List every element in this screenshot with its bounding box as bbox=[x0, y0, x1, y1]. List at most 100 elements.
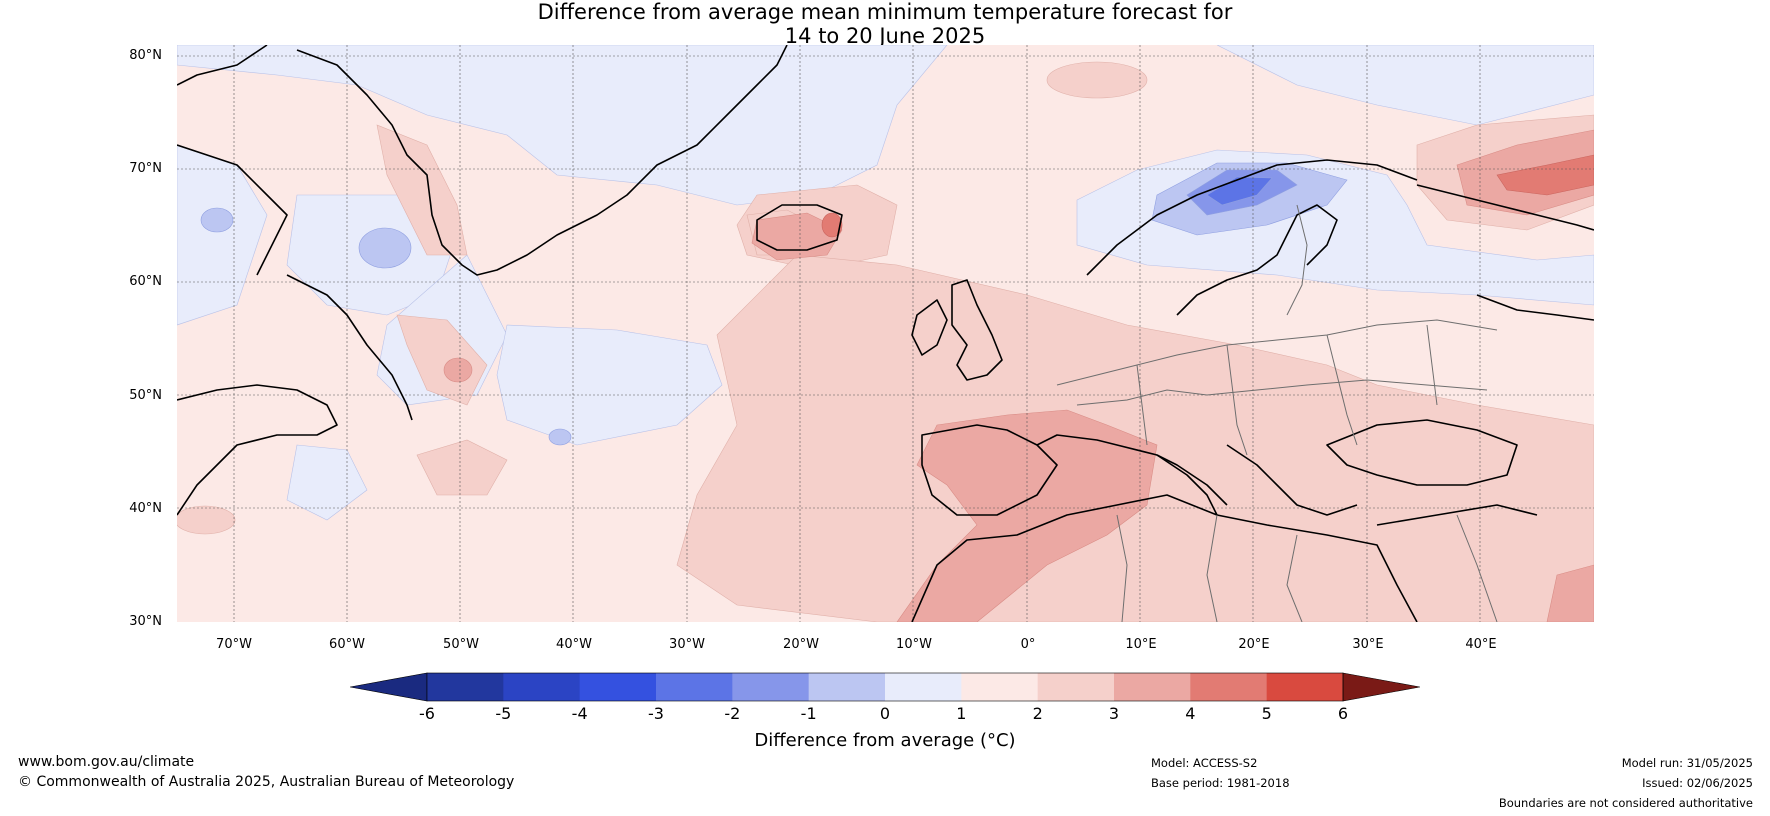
iceland-coast bbox=[756, 204, 843, 251]
colorbar-tick: -1 bbox=[800, 704, 817, 723]
colorbar-tick: -3 bbox=[648, 704, 664, 723]
coastlines bbox=[177, 45, 1594, 622]
lon-label-10e: 10°E bbox=[1125, 637, 1157, 652]
labrador-strong-cool bbox=[358, 227, 412, 269]
lon-label-50w: 50°W bbox=[443, 637, 479, 652]
colorbar-tick: 3 bbox=[1108, 704, 1120, 723]
anatolia-coast bbox=[1376, 504, 1538, 526]
colorbar-label: Difference from average (°C) bbox=[754, 730, 1016, 751]
lon-label-20e: 20°E bbox=[1238, 637, 1270, 652]
lon-label-20w: 20°W bbox=[783, 637, 819, 652]
colorbar-tick: 5 bbox=[1261, 704, 1272, 723]
colorbar-cell bbox=[656, 673, 733, 701]
lon-label-30w: 30°W bbox=[669, 637, 705, 652]
newfoundland-warm bbox=[396, 314, 488, 406]
colorbar-tick: -2 bbox=[724, 704, 741, 723]
colorbar-cell bbox=[503, 673, 581, 701]
colorbar-cell bbox=[808, 673, 886, 701]
norway-coast bbox=[1086, 159, 1418, 276]
iberia-med-stronger-warm bbox=[896, 409, 1158, 622]
lon-label-0: 0° bbox=[1020, 637, 1036, 652]
lat-label-70n: 70°N bbox=[129, 161, 162, 176]
footer-website: www.bom.gov.au/climate bbox=[18, 754, 195, 770]
colorbar-cell bbox=[961, 673, 1039, 701]
middle-east-stronger-warm bbox=[1546, 564, 1594, 622]
med-north-coast bbox=[1036, 434, 1228, 506]
mid-atlantic-cool-area bbox=[496, 324, 723, 446]
lat-label-50n: 50°N bbox=[129, 388, 162, 403]
colorbar-tick: -4 bbox=[571, 704, 588, 723]
lon-label-60w: 60°W bbox=[329, 637, 365, 652]
map-title: Difference from average mean minimum tem… bbox=[0, 0, 1770, 48]
colorbar-tick: 2 bbox=[1032, 704, 1043, 723]
russia-arctic-coast bbox=[1416, 184, 1594, 231]
newfoundland-stronger-warm bbox=[443, 357, 473, 383]
colorbar-cell bbox=[732, 673, 810, 701]
lat-label-80n: 80°N bbox=[129, 48, 162, 63]
iberia-coast bbox=[921, 424, 1058, 516]
colorbar-border bbox=[426, 672, 1344, 702]
colorbar-tick: 4 bbox=[1185, 704, 1196, 723]
iceland-strongest-warm bbox=[821, 212, 843, 238]
colorbar-cell bbox=[1037, 673, 1115, 701]
canada-arctic-coast bbox=[177, 45, 268, 86]
greenland-coast bbox=[296, 45, 788, 276]
colorbar-cell bbox=[1190, 673, 1268, 701]
colorbar-cell bbox=[1114, 673, 1191, 701]
lat-label-40n: 40°N bbox=[129, 501, 162, 516]
norway-coldest bbox=[1206, 176, 1273, 206]
map-svg bbox=[177, 45, 1594, 622]
baffin-strong-cool bbox=[200, 207, 234, 233]
lon-label-10w: 10°W bbox=[896, 637, 932, 652]
lon-label-40w: 40°W bbox=[556, 637, 592, 652]
title-line-1: Difference from average mean minimum tem… bbox=[537, 0, 1233, 24]
colorbar-cell bbox=[579, 673, 657, 701]
strongest-warm-regions bbox=[821, 154, 1594, 238]
footer-copyright: © Commonwealth of Australia 2025, Austra… bbox=[18, 774, 515, 790]
footer-model: Model: ACCESS-S2 bbox=[1151, 756, 1258, 770]
white-sea-coast bbox=[1476, 294, 1594, 321]
mid-atlantic-strong-cool bbox=[548, 428, 572, 446]
colorbar-cell bbox=[885, 673, 962, 701]
footer-model-run: Model run: 31/05/2025 bbox=[1621, 756, 1753, 770]
graticule bbox=[177, 45, 1594, 622]
arctic-warm-patch bbox=[1046, 61, 1148, 99]
italy-coast bbox=[1156, 454, 1218, 516]
lon-label-40e: 40°E bbox=[1465, 637, 1497, 652]
colorbar-cell bbox=[1266, 673, 1344, 701]
baltic-coast bbox=[1176, 204, 1338, 316]
black-sea-coast bbox=[1326, 419, 1518, 486]
russia-strongest-warm bbox=[1496, 154, 1594, 196]
title-line-2: 14 to 20 June 2025 bbox=[784, 24, 986, 48]
great-britain-coast bbox=[951, 279, 1003, 381]
footer-base-period: Base period: 1981-2018 bbox=[1151, 776, 1290, 790]
colorbar bbox=[350, 672, 1420, 702]
baffin-coast bbox=[177, 144, 288, 276]
us-coast-warm bbox=[177, 505, 236, 535]
colorbar-tick: 1 bbox=[956, 704, 967, 723]
ireland-coast bbox=[911, 299, 948, 356]
forecast-map bbox=[177, 45, 1594, 622]
colorbar-tick: -5 bbox=[495, 704, 512, 723]
country-borders bbox=[1056, 204, 1498, 622]
balkans-coast bbox=[1226, 444, 1358, 516]
greenland-cool-area bbox=[177, 45, 948, 206]
west-atlantic-warm bbox=[416, 439, 508, 496]
lat-label-30n: 30°N bbox=[129, 614, 162, 629]
greenland-se-warm bbox=[376, 124, 468, 256]
colorbar-over-triangle bbox=[1342, 672, 1420, 702]
colorbar-cells bbox=[350, 672, 1420, 702]
footer-issued: Issued: 02/06/2025 bbox=[1642, 776, 1753, 790]
north-africa-coast bbox=[911, 494, 1418, 622]
colorbar-cell bbox=[427, 673, 504, 701]
strong-cool-anomaly-regions bbox=[200, 162, 1348, 446]
lat-label-60n: 60°N bbox=[129, 274, 162, 289]
lon-label-70w: 70°W bbox=[216, 637, 252, 652]
colorbar-under-triangle bbox=[350, 672, 428, 702]
east-coast-north-america bbox=[177, 384, 338, 516]
colorbar-tick: 0 bbox=[879, 704, 891, 723]
footer-disclaimer: Boundaries are not considered authoritat… bbox=[1498, 796, 1753, 810]
colorbar-tick: -6 bbox=[419, 704, 435, 723]
labrador-coast bbox=[286, 274, 413, 421]
colorbar-tick: 6 bbox=[1337, 704, 1349, 723]
